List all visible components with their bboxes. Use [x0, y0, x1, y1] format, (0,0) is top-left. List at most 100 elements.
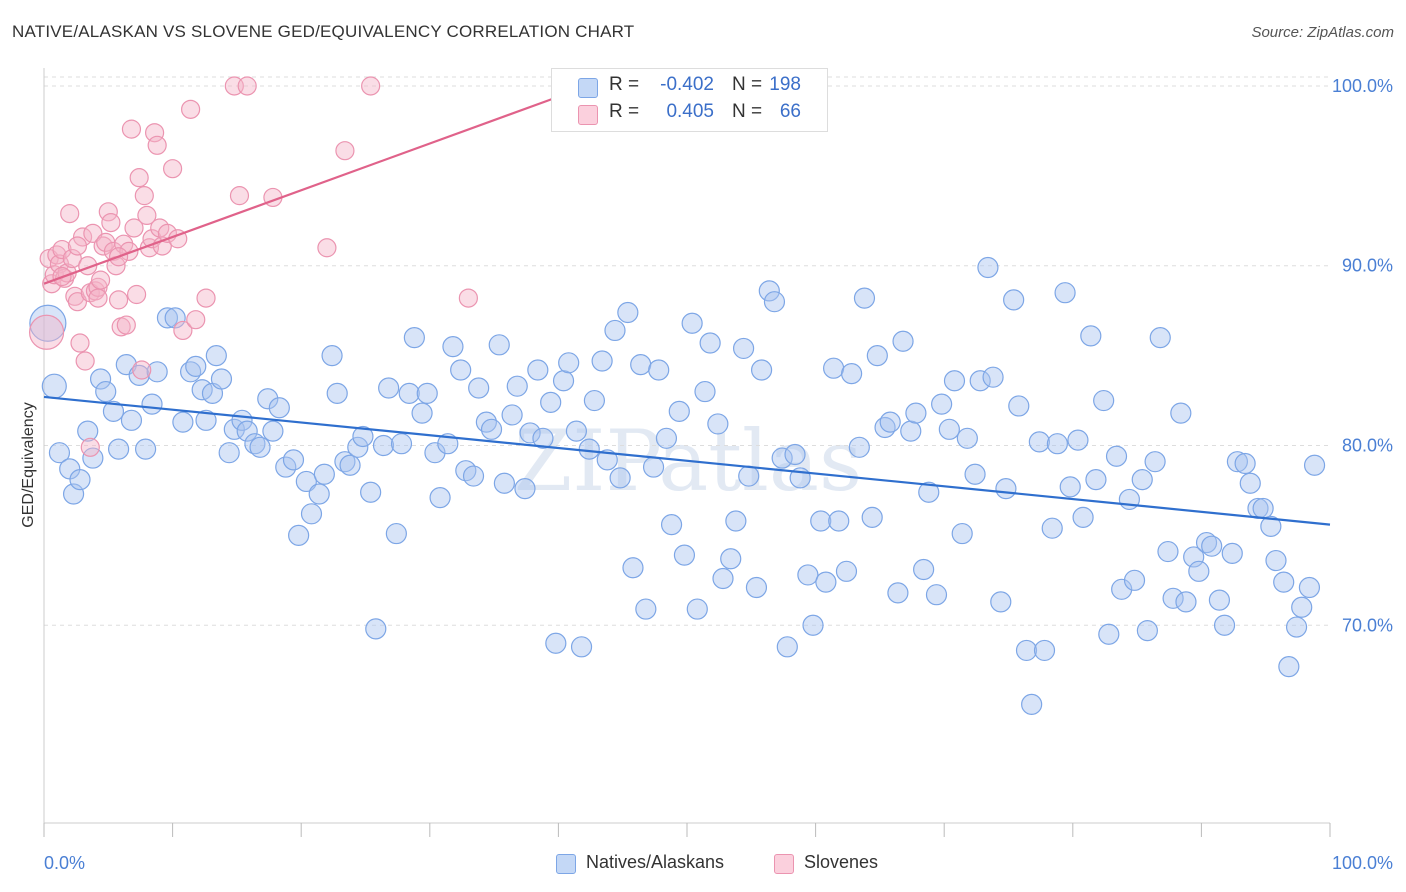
natives-point [295, 470, 317, 493]
natives-point [1131, 469, 1153, 491]
natives-point [365, 618, 387, 640]
natives-point [95, 380, 117, 403]
slovenes-point [108, 290, 129, 310]
natives-point [1067, 429, 1089, 451]
legend-r-label: R = [609, 101, 640, 122]
slovenes-point [132, 360, 152, 380]
natives-point [815, 571, 837, 593]
natives-point [1021, 693, 1043, 715]
natives-point [1170, 402, 1192, 424]
natives-point [1278, 656, 1300, 678]
legend-n-label: N = [732, 74, 763, 95]
y-tick-label: 70.0% [1342, 615, 1393, 635]
natives-point [107, 438, 130, 460]
natives-point [352, 425, 374, 448]
natives-point [102, 400, 125, 422]
natives-point [218, 442, 240, 464]
natives-point [257, 388, 279, 410]
natives-point [892, 330, 914, 352]
natives-point [630, 354, 652, 376]
natives-point [1085, 469, 1107, 491]
natives-points [29, 256, 1326, 715]
natives-point [29, 304, 67, 342]
slovenes-point [129, 168, 149, 188]
natives-point [943, 370, 966, 392]
natives-point [905, 402, 927, 424]
natives-point [321, 345, 343, 367]
natives-swatch [578, 78, 598, 98]
source-credit: Source: ZipAtlas.com [1251, 24, 1394, 41]
slovenes-point [72, 227, 93, 247]
natives-point [552, 370, 575, 392]
natives-point [635, 598, 657, 620]
natives-point [205, 345, 227, 367]
natives-point [249, 436, 271, 458]
natives-point [758, 280, 780, 302]
y-axis-label: GED/Equivalency [20, 402, 37, 527]
natives-point [732, 337, 755, 360]
natives-point [146, 361, 168, 383]
natives-point [951, 522, 973, 545]
slovenes-point [28, 314, 65, 350]
natives-point [1072, 506, 1094, 529]
natives-point [141, 393, 163, 415]
natives-point [164, 307, 186, 329]
trend-lines [43, 95, 1331, 526]
natives-point [583, 389, 606, 412]
stats-legend: R = -0.402 N = 198 R = 0.405 N = 66 [551, 68, 828, 132]
natives-point [1105, 445, 1128, 467]
natives-point [853, 287, 876, 309]
natives-point [823, 357, 845, 379]
natives-point [738, 465, 760, 487]
legend-row-natives: R = -0.402 N = 198 [552, 74, 827, 102]
natives-point [969, 370, 991, 392]
natives-point [861, 506, 883, 529]
natives-point [712, 567, 734, 590]
natives-point [763, 291, 786, 313]
natives-point [578, 438, 600, 460]
natives-point [195, 409, 217, 431]
natives-point [134, 438, 157, 460]
natives-point [437, 433, 459, 455]
natives-point [77, 420, 99, 442]
natives-point [668, 400, 690, 422]
natives-point [1157, 540, 1179, 563]
slovenes-point [144, 123, 165, 143]
natives-point [450, 359, 472, 381]
natives-point [776, 636, 798, 658]
natives-point [1046, 433, 1068, 455]
natives-point [1252, 497, 1274, 520]
slovenes-point [134, 186, 154, 206]
gridlines [44, 76, 1330, 626]
natives-point [288, 524, 310, 546]
natives-point [1123, 569, 1146, 591]
natives-point [282, 449, 305, 471]
natives-point [848, 436, 870, 458]
natives-point [699, 332, 721, 354]
natives-point [506, 375, 528, 397]
slovenes-point [121, 119, 142, 139]
natives-point [797, 564, 819, 586]
slovenes-point [101, 212, 121, 233]
natives-point [360, 481, 382, 503]
natives-point [1162, 587, 1184, 609]
natives-point [1213, 614, 1236, 636]
slovenes-swatch [578, 105, 598, 125]
legend-n-value: 66 [779, 101, 801, 122]
slovenes-point [124, 218, 144, 238]
natives-point [655, 427, 678, 449]
y-tick-label: 100.0% [1332, 76, 1393, 96]
natives-point [462, 465, 485, 487]
natives-point [1298, 576, 1321, 599]
natives-point [725, 510, 747, 532]
natives-point [89, 368, 112, 390]
natives-point [707, 413, 729, 435]
natives-point [925, 584, 948, 606]
legend-r-value: 0.405 [666, 101, 714, 122]
slovenes-point [126, 284, 147, 305]
natives-point [313, 463, 335, 485]
natives-point [493, 472, 515, 494]
slovenes-point [65, 286, 85, 306]
legend-r-value: -0.402 [660, 74, 714, 95]
